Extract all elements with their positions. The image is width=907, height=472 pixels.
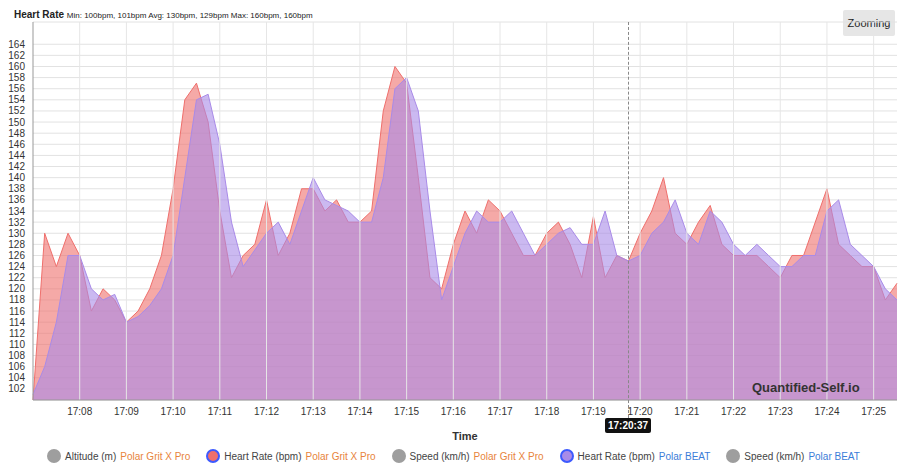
svg-text:148: 148: [8, 128, 25, 139]
svg-text:140: 140: [8, 172, 25, 183]
svg-text:110: 110: [9, 339, 25, 350]
svg-text:17:14: 17:14: [347, 406, 372, 417]
svg-text:150: 150: [8, 117, 25, 128]
svg-text:17:18: 17:18: [534, 406, 559, 417]
svg-text:118: 118: [9, 294, 25, 305]
svg-text:102: 102: [8, 383, 25, 394]
svg-text:158: 158: [8, 72, 25, 83]
svg-text:17:13: 17:13: [301, 406, 326, 417]
svg-text:108: 108: [8, 350, 25, 361]
svg-text:116: 116: [9, 306, 25, 317]
svg-text:Time: Time: [452, 430, 477, 440]
svg-text:122: 122: [8, 272, 25, 283]
svg-text:112: 112: [9, 328, 25, 339]
html-text:17:20:37: 17:20:37: [608, 420, 648, 431]
svg-text:17:15: 17:15: [394, 406, 419, 417]
svg-text:17:25: 17:25: [861, 406, 886, 417]
svg-text:162: 162: [8, 50, 25, 61]
svg-text:104: 104: [8, 372, 25, 383]
svg-text:106: 106: [8, 361, 25, 372]
html-text:Heart Rate Min: 100bpm, 101bpm: Heart Rate Min: 100bpm, 101bpm Avg: 130b…: [14, 9, 313, 20]
svg-text:160: 160: [8, 61, 25, 72]
html-text:Altitude (m) Polar Grit X Pro: Altitude (m) Polar Grit X Pro: [65, 450, 191, 462]
svg-text:134: 134: [8, 206, 25, 217]
svg-text:124: 124: [8, 261, 25, 272]
svg-text:142: 142: [8, 161, 25, 172]
svg-text:17:10: 17:10: [161, 406, 186, 417]
svg-text:17:21: 17:21: [674, 406, 699, 417]
svg-text:17:12: 17:12: [254, 406, 279, 417]
svg-text:138: 138: [8, 183, 25, 194]
svg-text:130: 130: [8, 228, 25, 239]
svg-text:156: 156: [8, 83, 25, 94]
svg-text:128: 128: [8, 239, 25, 250]
svg-text:17:24: 17:24: [814, 406, 839, 417]
html-text:Heart Rate (bpm) Polar Grit X: Heart Rate (bpm) Polar Grit X Pro: [224, 450, 376, 462]
svg-text:17:09: 17:09: [114, 406, 139, 417]
svg-text:17:20: 17:20: [628, 406, 653, 417]
svg-text:17:19: 17:19: [581, 406, 606, 417]
svg-text:17:23: 17:23: [768, 406, 793, 417]
svg-text:152: 152: [8, 105, 25, 116]
svg-text:144: 144: [8, 150, 25, 161]
svg-text:136: 136: [8, 194, 25, 205]
svg-text:17:22: 17:22: [721, 406, 746, 417]
svg-text:126: 126: [8, 250, 25, 261]
svg-text:17:17: 17:17: [488, 406, 513, 417]
svg-text:154: 154: [8, 94, 25, 105]
svg-text:114: 114: [9, 317, 25, 328]
html-text:Heart Rate (bpm) Polar BEAT: Heart Rate (bpm) Polar BEAT: [577, 450, 711, 462]
svg-text:120: 120: [8, 283, 25, 294]
svg-text:17:11: 17:11: [208, 406, 233, 417]
html-text:Speed (km/h) Polar Grit X Pro: Speed (km/h) Polar Grit X Pro: [409, 450, 544, 462]
svg-text:17:08: 17:08: [67, 406, 92, 417]
svg-text:146: 146: [8, 139, 25, 150]
html-text:Quantified-Self.io: Quantified-Self.io: [752, 380, 860, 395]
svg-text:132: 132: [8, 217, 25, 228]
svg-text:17:16: 17:16: [441, 406, 466, 417]
html-text:Zooming: Zooming: [847, 17, 891, 29]
html-text:Speed (km/h) Polar BEAT: Speed (km/h) Polar BEAT: [744, 450, 860, 462]
svg-text:164: 164: [8, 39, 25, 50]
